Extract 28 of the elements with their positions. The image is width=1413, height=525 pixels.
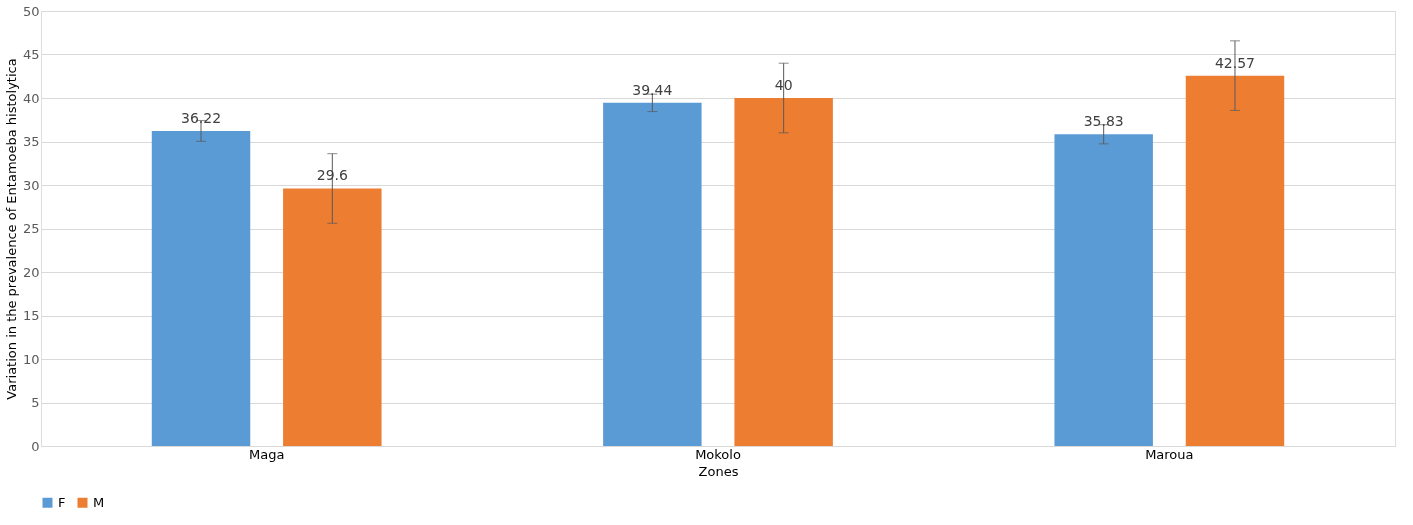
y-tick-label: 25 <box>22 221 40 236</box>
x-axis-title: Zones <box>698 463 739 479</box>
y-tick-label: 40 <box>22 90 40 106</box>
y-tick-label: 45 <box>22 47 40 62</box>
data-label: 42.57 <box>1214 54 1256 71</box>
y-tick-label: 10 <box>22 351 40 367</box>
bar <box>151 130 251 446</box>
y-tick-label: 30 <box>22 177 40 193</box>
data-label: 36.22 <box>180 109 222 126</box>
bar <box>603 102 702 446</box>
y-tick-label: 0 <box>31 438 40 454</box>
legend-label: F <box>58 494 66 510</box>
y-tick-label: 5 <box>31 395 40 410</box>
bar <box>734 98 833 446</box>
legend-label: M <box>93 494 105 510</box>
data-label: 39.44 <box>632 81 673 98</box>
y-tick-label: 20 <box>22 264 40 280</box>
x-tick-label: Maroua <box>1145 446 1194 462</box>
data-label: 35.83 <box>1083 113 1124 130</box>
bar <box>283 188 382 446</box>
y-tick-label: 50 <box>22 3 40 19</box>
y-tick-label: 15 <box>22 308 40 323</box>
bar <box>1054 134 1153 446</box>
y-tick-label: 35 <box>22 134 40 149</box>
x-tick-label: Mokolo <box>695 446 741 462</box>
bar <box>1185 75 1285 446</box>
x-tick-label: Maga <box>248 446 285 462</box>
y-axis-title: Variation in the prevalence of Entamoeba histolytica <box>3 58 19 400</box>
